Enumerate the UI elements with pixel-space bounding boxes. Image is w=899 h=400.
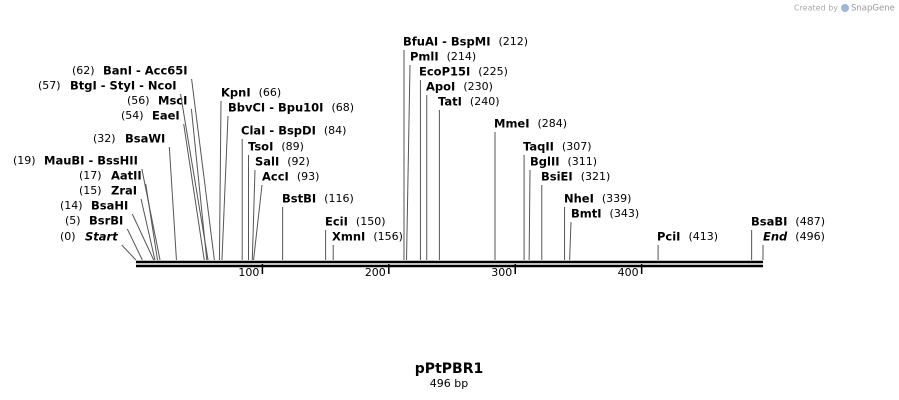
site-position: (54) [121, 109, 144, 122]
site-line [140, 198, 156, 261]
site-name: MmeI [494, 117, 530, 131]
site-position: (225) [478, 65, 508, 78]
site-position: (156) [373, 230, 403, 243]
site-name: MscI [158, 94, 187, 108]
site-line [221, 115, 229, 261]
site-name: NheI [564, 192, 594, 206]
site-position: (19) [13, 154, 36, 167]
site-position: (307) [562, 140, 592, 153]
site-position: (84) [324, 124, 347, 137]
site-name: BsiEI [541, 170, 573, 184]
site-position: (487) [795, 215, 825, 228]
site-position: (311) [568, 155, 598, 168]
site-line [191, 78, 215, 261]
map-length: 496 bp [430, 377, 468, 390]
site-position: (240) [470, 95, 500, 108]
site-name: BanI - Acc65I [103, 64, 188, 78]
site-position: (14) [60, 199, 83, 212]
site-name: ClaI - BspDI [241, 124, 316, 138]
site-name: BstBI [282, 192, 316, 206]
site-name: BglII [530, 155, 560, 169]
site-name: BsaHI [91, 199, 128, 213]
site-position: (116) [324, 192, 354, 205]
site-name: ApoI [426, 80, 455, 94]
site-position: (93) [297, 170, 320, 183]
site-position: (17) [79, 169, 102, 182]
site-name: TatI [438, 95, 462, 109]
credit-prefix: Created by [794, 4, 838, 13]
site-name: EaeI [152, 109, 180, 123]
site-position: (212) [498, 35, 528, 48]
credit-brand: SnapGene [851, 4, 895, 14]
site-name: TaqII [523, 140, 554, 154]
site-name: ZraI [111, 184, 137, 198]
site-name: BsaBI [751, 215, 787, 229]
site-line [126, 228, 143, 261]
site-line [180, 93, 209, 261]
site-name: BmtI [571, 207, 602, 221]
site-name: EcoP15I [419, 65, 470, 79]
site-line [131, 213, 155, 261]
site-position: (230) [463, 80, 493, 93]
site-position: (62) [72, 64, 95, 77]
site-position: (321) [581, 170, 611, 183]
site-name: Start [85, 230, 118, 244]
site-position: (150) [356, 215, 386, 228]
site-line [253, 184, 263, 261]
site-name: AccI [262, 170, 289, 184]
tick-label: 300 [491, 266, 512, 279]
site-line [569, 221, 572, 261]
site-name: End [763, 230, 788, 244]
site-position: (32) [93, 132, 116, 145]
tick-label: 100 [238, 266, 259, 279]
logo [841, 4, 849, 12]
site-position: (214) [447, 50, 477, 63]
site-position: (413) [688, 230, 718, 243]
site-name: MauBI - BssHII [44, 154, 138, 168]
site-position: (92) [287, 155, 310, 168]
site-position: (56) [127, 94, 150, 107]
site-position: (0) [60, 230, 76, 243]
site-name: BbvCI - Bpu10I [228, 101, 323, 115]
site-line [141, 168, 161, 261]
site-line [251, 169, 256, 261]
site-position: (5) [65, 214, 81, 227]
site-position: (339) [602, 192, 632, 205]
site-position: (284) [538, 117, 568, 130]
site-line [183, 123, 205, 261]
site-name: BfuAI - BspMI [403, 35, 490, 49]
site-position: (496) [795, 230, 825, 243]
map-title: pPtPBR1 [415, 361, 483, 377]
site-position: (68) [331, 101, 354, 114]
site-name: AatII [111, 169, 142, 183]
site-line [528, 169, 531, 261]
site-position: (66) [259, 86, 282, 99]
tick-label: 200 [365, 266, 386, 279]
site-line [406, 64, 411, 261]
site-name: PmlI [410, 50, 439, 64]
site-line [168, 146, 177, 261]
site-name: TsoI [248, 140, 273, 154]
site-name: XmnI [332, 230, 365, 244]
site-name: BtgI - StyI - NcoI [70, 79, 177, 93]
site-name: BsrBI [89, 214, 123, 228]
site-name: EciI [325, 215, 348, 229]
site-position: (343) [610, 207, 640, 220]
tick-label: 400 [618, 266, 639, 279]
site-name: KpnI [221, 86, 251, 100]
site-position: (89) [281, 140, 304, 153]
site-line [121, 244, 137, 261]
site-line [218, 100, 222, 261]
site-name: PciI [657, 230, 680, 244]
site-position: (57) [38, 79, 61, 92]
site-name: SalI [255, 155, 279, 169]
site-name: BsaWI [125, 132, 165, 146]
site-position: (15) [79, 184, 102, 197]
